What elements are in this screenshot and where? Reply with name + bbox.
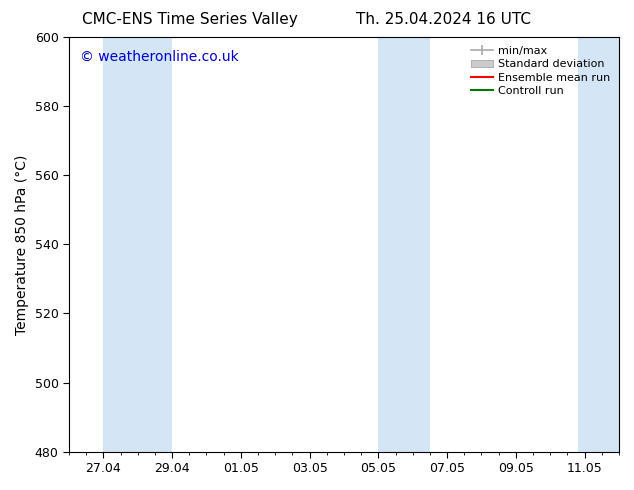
- Bar: [378, 37, 430, 452]
- Bar: [578, 37, 619, 452]
- Legend: min/max, Standard deviation, Ensemble mean run, Controll run: min/max, Standard deviation, Ensemble me…: [468, 43, 614, 99]
- Bar: [103, 37, 172, 452]
- Text: © weatheronline.co.uk: © weatheronline.co.uk: [80, 49, 239, 64]
- Text: CMC-ENS Time Series Valley: CMC-ENS Time Series Valley: [82, 12, 298, 27]
- Text: Th. 25.04.2024 16 UTC: Th. 25.04.2024 16 UTC: [356, 12, 531, 27]
- Y-axis label: Temperature 850 hPa (°C): Temperature 850 hPa (°C): [15, 154, 29, 335]
